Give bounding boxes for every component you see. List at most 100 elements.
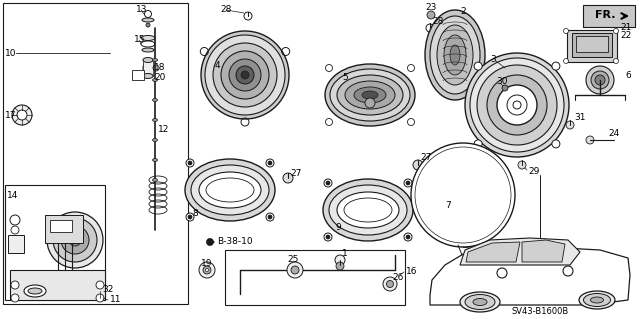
Text: SV43-B1600B: SV43-B1600B <box>511 308 568 316</box>
Ellipse shape <box>579 291 615 309</box>
Text: 16: 16 <box>406 268 417 277</box>
Bar <box>572 33 612 57</box>
Circle shape <box>207 239 214 246</box>
Circle shape <box>474 62 482 70</box>
Circle shape <box>205 35 285 115</box>
Ellipse shape <box>362 91 378 99</box>
Circle shape <box>427 11 435 19</box>
Ellipse shape <box>185 159 275 221</box>
Circle shape <box>221 51 269 99</box>
Ellipse shape <box>152 58 157 62</box>
Circle shape <box>365 98 375 108</box>
Text: 14: 14 <box>7 190 19 199</box>
Circle shape <box>96 294 104 302</box>
Ellipse shape <box>329 185 407 235</box>
Circle shape <box>586 136 594 144</box>
Bar <box>225 250 405 305</box>
Ellipse shape <box>473 299 487 306</box>
Polygon shape <box>522 240 565 262</box>
Ellipse shape <box>191 165 269 215</box>
Circle shape <box>502 85 508 91</box>
Ellipse shape <box>142 18 154 22</box>
Circle shape <box>326 64 333 71</box>
Ellipse shape <box>143 61 153 76</box>
Text: B-38-10: B-38-10 <box>217 238 253 247</box>
Text: 28: 28 <box>432 17 444 26</box>
Text: 12: 12 <box>158 125 170 135</box>
Ellipse shape <box>152 78 157 81</box>
Polygon shape <box>466 242 520 262</box>
Ellipse shape <box>425 10 485 100</box>
Ellipse shape <box>152 99 157 101</box>
Bar <box>583 5 635 27</box>
Circle shape <box>324 233 332 241</box>
Circle shape <box>69 234 81 246</box>
Circle shape <box>326 235 330 239</box>
Circle shape <box>411 143 515 247</box>
Text: 30: 30 <box>496 78 508 86</box>
Circle shape <box>287 262 303 278</box>
Bar <box>576 36 608 52</box>
Circle shape <box>404 179 412 187</box>
Circle shape <box>268 161 272 165</box>
Ellipse shape <box>460 292 500 312</box>
Bar <box>8 235 24 253</box>
Ellipse shape <box>152 159 157 161</box>
Circle shape <box>266 213 274 221</box>
Text: 2: 2 <box>460 6 466 16</box>
Ellipse shape <box>323 179 413 241</box>
Ellipse shape <box>28 288 42 294</box>
Ellipse shape <box>141 35 155 41</box>
Text: 9: 9 <box>335 224 340 233</box>
Ellipse shape <box>430 16 480 94</box>
Ellipse shape <box>199 172 261 208</box>
Circle shape <box>413 160 423 170</box>
Circle shape <box>406 181 410 185</box>
Ellipse shape <box>444 35 466 75</box>
Circle shape <box>291 266 299 274</box>
Text: 13: 13 <box>136 5 147 14</box>
Ellipse shape <box>337 192 399 228</box>
Text: 4: 4 <box>215 61 221 70</box>
Circle shape <box>518 161 526 169</box>
Bar <box>3 3 188 304</box>
Text: 29: 29 <box>528 167 540 176</box>
Circle shape <box>487 75 547 135</box>
Text: 11: 11 <box>110 295 122 305</box>
Circle shape <box>203 266 211 274</box>
Circle shape <box>241 71 249 79</box>
Text: 23: 23 <box>426 4 436 12</box>
Circle shape <box>244 12 252 20</box>
Circle shape <box>383 277 397 291</box>
Circle shape <box>408 64 415 71</box>
Circle shape <box>563 28 568 33</box>
Circle shape <box>268 215 272 219</box>
Ellipse shape <box>141 41 155 47</box>
Circle shape <box>146 23 150 27</box>
Circle shape <box>283 173 293 183</box>
Circle shape <box>201 31 289 119</box>
Circle shape <box>188 161 192 165</box>
Circle shape <box>229 59 261 91</box>
Ellipse shape <box>325 64 415 126</box>
Bar <box>5 185 105 300</box>
Circle shape <box>236 66 254 84</box>
Circle shape <box>336 262 344 270</box>
Ellipse shape <box>152 138 157 142</box>
Ellipse shape <box>465 294 495 309</box>
Ellipse shape <box>152 118 157 122</box>
Text: 1: 1 <box>342 249 348 258</box>
Circle shape <box>470 58 564 152</box>
Circle shape <box>326 181 330 185</box>
Circle shape <box>61 226 89 254</box>
Bar <box>10 270 105 300</box>
Circle shape <box>186 213 194 221</box>
Polygon shape <box>460 238 580 265</box>
Circle shape <box>96 281 104 289</box>
Ellipse shape <box>143 73 153 78</box>
Text: 19: 19 <box>201 258 212 268</box>
Text: 28: 28 <box>220 5 232 14</box>
Bar <box>50 220 72 232</box>
Circle shape <box>595 75 605 85</box>
Circle shape <box>513 101 521 109</box>
